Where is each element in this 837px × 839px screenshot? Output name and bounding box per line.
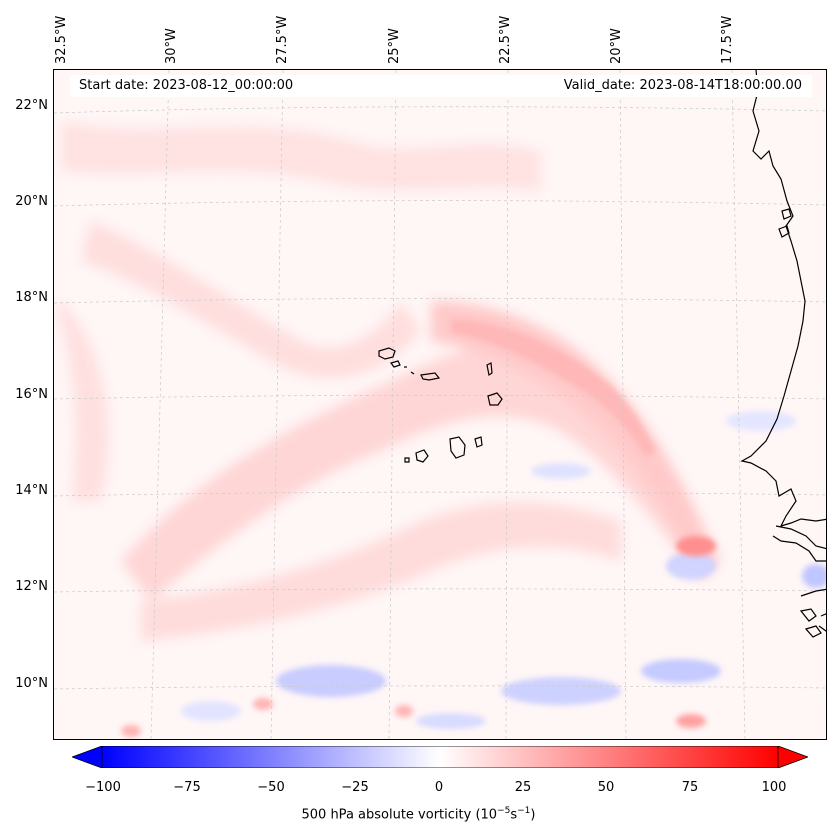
lat-label-16n: 16°N <box>15 387 48 402</box>
lat-label-18n: 18°N <box>15 290 48 305</box>
map-panel <box>53 69 827 740</box>
start-date-label: Start date: 2023-08-12_00:00:00 <box>70 75 540 97</box>
colorbar-tick: −25 <box>341 780 369 795</box>
graticule <box>54 70 826 739</box>
colorbar-label: 500 hPa absolute vorticity (10−5s−1) <box>301 806 536 823</box>
lat-label-10n: 10°N <box>15 676 48 691</box>
lon-label-32-5w: 32.5°W <box>54 15 69 64</box>
lon-label-25w: 25°W <box>387 28 402 64</box>
colorbar-gradient <box>101 746 779 768</box>
lon-label-30w: 30°W <box>164 28 179 64</box>
colorbar <box>72 746 808 768</box>
island-brava <box>404 457 410 463</box>
colorbar-tick: −50 <box>257 780 285 795</box>
colorbar-tick: 25 <box>514 780 532 795</box>
vorticity-band-strong <box>121 319 716 737</box>
colorbar-tick: 50 <box>597 780 615 795</box>
vorticity-field-negative <box>181 411 826 729</box>
colorbar-tick: 100 <box>761 780 787 795</box>
lon-label-17-5w: 17.5°W <box>720 15 735 64</box>
colorbar-min-extend <box>72 746 103 768</box>
lon-label-27-5w: 27.5°W <box>275 15 290 64</box>
island-santiago <box>449 436 466 459</box>
lat-label-20n: 20°N <box>15 194 48 209</box>
island-maio <box>474 436 483 448</box>
lat-label-22n: 22°N <box>15 98 48 113</box>
island-fogo <box>415 449 429 463</box>
island-sao-nicolau <box>420 372 441 381</box>
coast-detail <box>778 225 790 238</box>
colorbar-max-extend <box>777 746 808 768</box>
lon-label-20w: 20°W <box>609 28 624 64</box>
colorbar-tick: −100 <box>85 780 121 795</box>
vorticity-map <box>54 70 826 739</box>
vorticity-field-positive <box>56 121 721 641</box>
lon-label-22-5w: 22.5°W <box>498 15 513 64</box>
cape-verde-islands <box>378 347 503 463</box>
island-boa-vista <box>487 392 503 406</box>
island-sao-vicente <box>389 360 401 368</box>
lat-label-14n: 14°N <box>15 483 48 498</box>
colorbar-tick: −75 <box>173 780 201 795</box>
island-sal <box>486 362 493 376</box>
colorbar-tick: 0 <box>434 780 444 795</box>
lat-label-12n: 12°N <box>15 579 48 594</box>
island-santo-antao <box>378 347 396 360</box>
west-africa-coastline <box>740 70 826 638</box>
colorbar-tick: 75 <box>681 780 699 795</box>
valid-date-label: Valid_date: 2023-08-14T18:00:00.00 <box>540 75 812 97</box>
